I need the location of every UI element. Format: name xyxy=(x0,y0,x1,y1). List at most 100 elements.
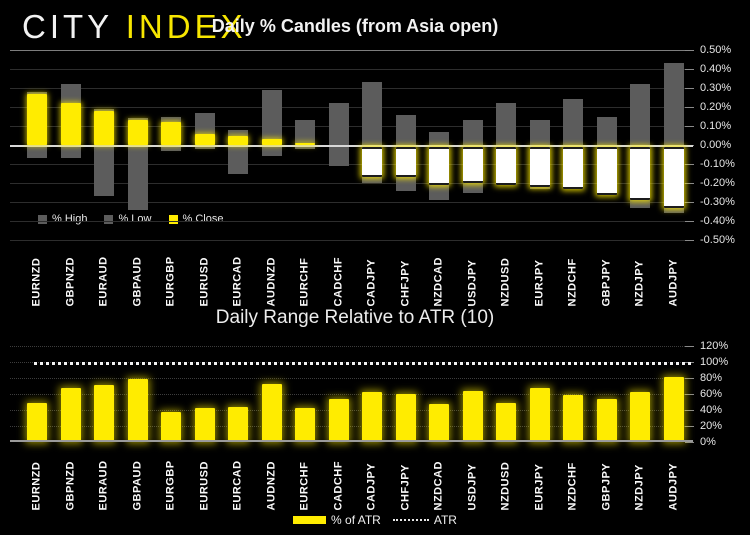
x-label-GBPAUD: GBPAUD xyxy=(131,460,143,511)
x-label-EURAUD: EURAUD xyxy=(97,256,110,307)
x-label-EURJPY: EURJPY xyxy=(533,463,545,511)
y-tick-label: 0.00% xyxy=(700,139,732,151)
candle-close-bar-NZDUSD xyxy=(496,147,516,185)
candles-plot-area xyxy=(10,50,694,241)
atr-bar-GBPAUD xyxy=(127,378,148,442)
candle-close-bar-CADJPY xyxy=(362,147,382,178)
atr-bar-NZDUSD xyxy=(496,402,516,442)
x-label-GBPJPY: GBPJPY xyxy=(600,258,612,307)
atr-bar-EURNZD xyxy=(27,402,47,442)
y-tick-label: 40% xyxy=(700,404,723,416)
candle-close-bar-EURUSD xyxy=(194,133,215,145)
y-tick-label: 120% xyxy=(700,340,729,352)
axis-tick xyxy=(685,202,694,203)
logo-index-text: INDEX xyxy=(125,8,247,45)
candle-low-bar-EURAUD xyxy=(94,145,114,197)
axis-tick xyxy=(685,426,694,427)
legend-item--Close: % Close xyxy=(168,213,224,225)
axis-tick xyxy=(685,221,694,222)
candle-close-bar-GBPNZD xyxy=(60,103,81,145)
logo-city-text: CITY xyxy=(22,8,113,45)
candle-close-bar-EURCAD xyxy=(228,135,248,145)
y-tick-label: -0.20% xyxy=(700,177,735,189)
x-label-AUDNZD: AUDNZD xyxy=(265,461,277,511)
x-label-NZDUSD: NZDUSD xyxy=(499,461,512,511)
candle-high-bar-USDJPY xyxy=(462,120,483,145)
legend-item--High: % High xyxy=(38,213,87,225)
legend-swatch-pct-of-atr xyxy=(293,516,327,524)
x-label-NZDJPY: NZDJPY xyxy=(633,260,646,307)
candle-close-bar-USDJPY xyxy=(462,147,483,184)
x-label-EURGBP: EURGBP xyxy=(164,256,177,307)
candle-high-bar-NZDCHF xyxy=(563,99,583,145)
gridline--0.10% xyxy=(10,164,693,165)
atr-bar-EURCAD xyxy=(228,406,248,442)
x-label-EURNZD: EURNZD xyxy=(30,461,43,511)
axis-tick xyxy=(685,126,694,127)
legend-label: % of ATR xyxy=(331,513,381,527)
x-label-EURUSD: EURUSD xyxy=(198,257,210,307)
x-label-CHFJPY: CHFJPY xyxy=(399,464,411,511)
gridline-0.10% xyxy=(10,126,693,127)
city-index-logo: CITY INDEX xyxy=(22,8,247,46)
x-label-GBPNZD: GBPNZD xyxy=(64,257,76,307)
candle-high-bar-CHFJPY xyxy=(395,114,416,145)
candles-chart-title: Daily % Candles (from Asia open) xyxy=(211,16,499,36)
x-label-CADJPY: CADJPY xyxy=(365,258,378,307)
axis-tick xyxy=(685,410,694,411)
axis-tick xyxy=(685,240,694,241)
legend-label: ATR xyxy=(433,513,457,527)
gridline-0.50% xyxy=(10,50,693,51)
candle-high-bar-GBPJPY xyxy=(596,116,617,145)
candle-high-bar-EURCHF xyxy=(295,120,315,145)
x-label-EURJPY: EURJPY xyxy=(533,259,545,307)
candle-high-bar-NZDJPY xyxy=(630,84,650,145)
x-label-USDJPY: USDJPY xyxy=(466,463,478,511)
x-label-EURCAD: EURCAD xyxy=(231,460,244,511)
x-label-EURAUD: EURAUD xyxy=(97,460,110,511)
axis-tick xyxy=(685,394,694,395)
x-label-CADJPY: CADJPY xyxy=(365,462,378,511)
gridline-80% xyxy=(10,378,693,380)
x-label-EURCHF: EURCHF xyxy=(298,257,311,307)
candle-close-bar-EURJPY xyxy=(529,147,550,187)
atr-reference-line xyxy=(34,362,691,365)
x-label-EURNZD: EURNZD xyxy=(30,257,43,307)
x-label-NZDCHF: NZDCHF xyxy=(566,462,579,511)
legend-item--Low: % Low xyxy=(104,213,152,225)
candle-close-bar-NZDJPY xyxy=(630,147,650,201)
atr-bar-NZDCHF xyxy=(563,394,583,442)
candle-close-bar-EURAUD xyxy=(94,110,114,145)
y-tick-label: -0.10% xyxy=(700,158,735,170)
gridline--0.20% xyxy=(10,183,693,184)
x-label-NZDCHF: NZDCHF xyxy=(566,258,579,307)
gridline--0.50% xyxy=(10,240,693,241)
axis-tick xyxy=(685,378,694,379)
gridline--0.30% xyxy=(10,202,693,203)
gridline-60% xyxy=(10,394,693,396)
y-tick-label: 0.40% xyxy=(700,63,732,75)
x-label-GBPAUD: GBPAUD xyxy=(131,256,143,307)
x-label-EURCHF: EURCHF xyxy=(298,461,311,511)
atr-bar-EURAUD xyxy=(94,385,114,442)
atr-bar-CADCHF xyxy=(328,398,349,442)
axis-tick xyxy=(685,50,694,51)
axis-tick xyxy=(685,88,694,89)
candle-close-bar-CHFJPY xyxy=(395,147,416,178)
atr-bar-GBPJPY xyxy=(596,398,617,442)
atr-bar-NZDCAD xyxy=(429,403,449,442)
atr-chart-title: Daily Range Relative to ATR (10) xyxy=(215,307,495,328)
atr-bar-AUDJPY xyxy=(663,377,684,442)
gridline-0.00% xyxy=(10,145,693,147)
x-label-CHFJPY: CHFJPY xyxy=(399,260,411,307)
candle-close-bar-EURGBP xyxy=(161,122,181,145)
candle-close-bar-EURNZD xyxy=(27,93,47,145)
legend-label: % Close xyxy=(182,213,224,225)
candle-low-bar-EURNZD xyxy=(27,145,47,159)
candle-close-bar-GBPAUD xyxy=(127,120,148,145)
atr-bar-CHFJPY xyxy=(395,394,416,442)
x-label-CADCHF: CADCHF xyxy=(332,461,344,511)
x-label-NZDUSD: NZDUSD xyxy=(499,257,512,307)
legend-swatch xyxy=(168,214,178,224)
atr-bar-NZDJPY xyxy=(630,391,650,442)
